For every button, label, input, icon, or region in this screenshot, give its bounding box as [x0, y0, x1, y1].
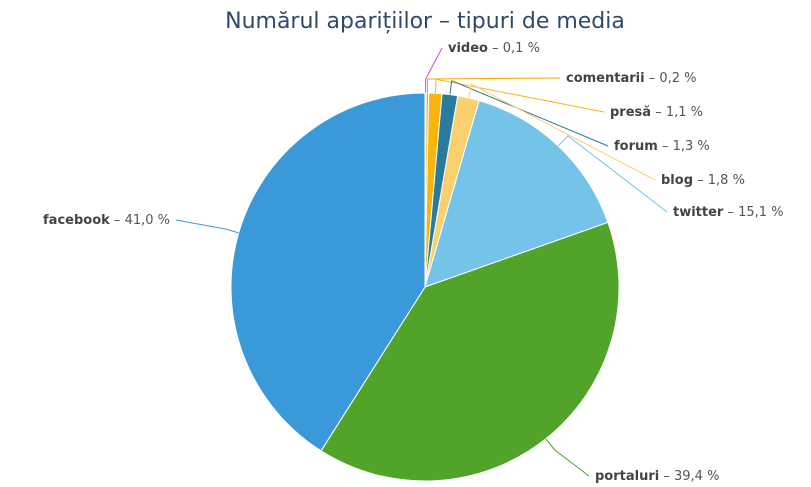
data-label: portaluri – 39,4 % — [595, 469, 719, 484]
label-separator: – — [663, 469, 670, 484]
connector — [175, 219, 239, 234]
data-label: forum – 1,3 % — [614, 139, 710, 154]
label-name: blog — [661, 173, 693, 188]
data-label: facebook – 41,0 % — [43, 213, 170, 228]
label-name: presă — [610, 105, 651, 120]
label-name: video — [448, 41, 488, 56]
label-name: portaluri — [595, 469, 659, 484]
data-label: twitter – 15,1 % — [673, 205, 784, 220]
pie-slice — [320, 221, 620, 482]
label-value: 0,1 % — [503, 41, 540, 56]
label-name: twitter — [673, 205, 724, 220]
label-separator: – — [727, 205, 734, 220]
label-separator: – — [114, 213, 121, 228]
label-value: 39,4 % — [674, 469, 719, 484]
label-value: 15,1 % — [738, 205, 783, 220]
data-label: comentarii – 0,2 % — [566, 71, 697, 86]
connector — [468, 83, 656, 181]
label-name: forum — [614, 139, 658, 154]
connector — [545, 438, 590, 477]
label-separator: – — [649, 71, 656, 86]
data-label: blog – 1,8 % — [661, 173, 745, 188]
label-value: 1,8 % — [708, 173, 745, 188]
label-value: 0,2 % — [659, 71, 696, 86]
label-separator: – — [697, 173, 704, 188]
data-label: presă – 1,1 % — [610, 105, 703, 120]
connector — [449, 80, 609, 147]
connector — [557, 135, 668, 213]
label-separator: – — [662, 139, 669, 154]
label-value: 1,1 % — [666, 105, 703, 120]
label-name: facebook — [43, 213, 110, 228]
pie-slice — [424, 100, 609, 288]
connector — [434, 78, 605, 113]
label-name: comentarii — [566, 71, 645, 86]
data-label: video – 0,1 % — [448, 41, 540, 56]
label-separator: – — [492, 41, 499, 56]
label-value: 41,0 % — [125, 213, 170, 228]
connector — [426, 77, 561, 94]
chart-title: Numărul aparițiilor – tipuri de media — [225, 9, 625, 34]
label-separator: – — [655, 105, 662, 120]
connector — [425, 47, 443, 94]
label-value: 1,3 % — [673, 139, 710, 154]
